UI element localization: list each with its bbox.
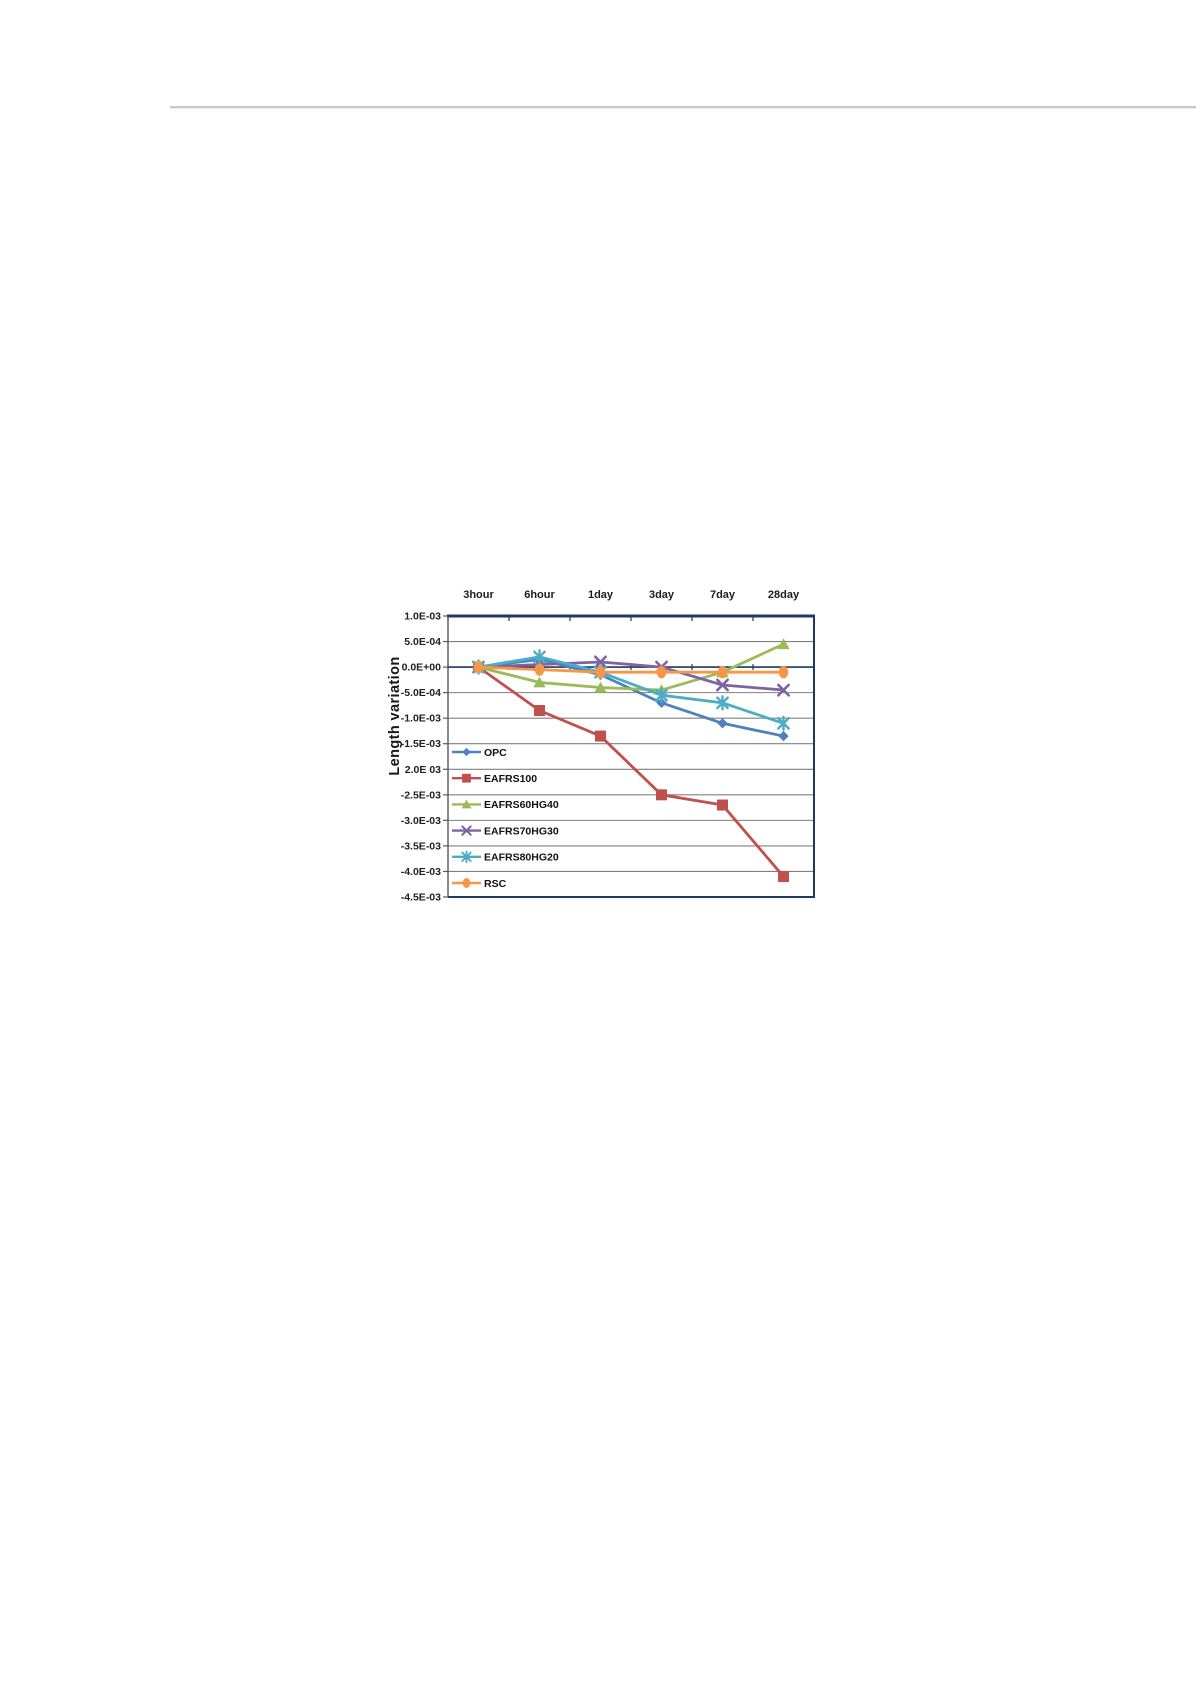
marker-star [655, 687, 668, 703]
marker-x [777, 683, 790, 697]
y-axis-tick-label: -4.0E-03 [401, 866, 441, 878]
series-line-eafrs60hg40 [478, 642, 785, 692]
y-axis-tick-label: 2.0E 03 [405, 764, 441, 776]
marker-circle [778, 666, 789, 679]
x-axis-label: 6hour [524, 589, 555, 601]
y-axis-tick-label: 5.0E-04 [404, 636, 441, 648]
marker-star [777, 715, 790, 731]
series-line-eafrs80hg20 [478, 655, 784, 725]
marker-diamond [462, 747, 471, 757]
marker-circle [656, 666, 667, 679]
series-line-rsc [478, 665, 784, 674]
marker-square [778, 871, 789, 883]
marker-x [461, 825, 472, 836]
x-axis-label: 3hour [463, 589, 494, 601]
marker-square [656, 789, 667, 801]
marker-square [534, 705, 545, 717]
marker-circle [462, 878, 471, 888]
y-axis-tick-label: -5.0E-04 [401, 687, 441, 699]
marker-triangle [777, 638, 790, 650]
legend-label-eafrs80hg20: EAFRS80HG20 [484, 852, 559, 864]
marker-star [716, 695, 729, 711]
x-axis-label: 7day [710, 589, 736, 601]
y-axis-tick-label: -1.5E-03 [401, 738, 441, 750]
series-line-eafrs100 [477, 665, 785, 878]
marker-square [462, 773, 471, 783]
y-axis-tick-label: -4.5E-03 [401, 892, 441, 904]
y-axis-tick-label: -3.0E-03 [401, 815, 441, 827]
legend-label-eafrs60hg40: EAFRS60HG40 [484, 799, 559, 811]
marker-circle [595, 666, 606, 679]
marker-diamond [717, 718, 728, 729]
marker-star [461, 850, 472, 863]
legend-label-eafrs100: EAFRS100 [484, 773, 537, 785]
y-axis-tick-label: -1.0E-03 [401, 713, 441, 725]
x-axis-label: 3day [649, 589, 675, 601]
legend-label-rsc: RSC [484, 878, 507, 890]
marker-star [533, 649, 546, 665]
marker-square [595, 730, 606, 742]
marker-x [594, 655, 607, 669]
y-axis-tick-label: -2.5E-03 [401, 789, 441, 801]
marker-square [717, 799, 728, 811]
x-axis-label: 28day [768, 589, 800, 601]
legend-label-eafrs70hg30: EAFRS70HG30 [484, 825, 559, 837]
marker-x [716, 678, 729, 692]
chart-plot: 1.0E-03 5.0E-04 0.0E+00 -5.0E-04 -1.0E-03 -1.… [401, 589, 815, 904]
marker-circle [473, 660, 484, 674]
series-line-eafrs70hg30 [478, 660, 784, 692]
marker-circle [717, 666, 728, 679]
marker-triangle [594, 681, 607, 693]
y-axis-title: Length variation [387, 656, 403, 776]
y-axis-tick-label: 0.0E+00 [402, 662, 442, 674]
header-rule [170, 106, 1196, 108]
marker-circle [534, 663, 545, 676]
y-axis-tick-label: -3.5E-03 [401, 840, 441, 852]
marker-triangle [461, 799, 472, 809]
legend-label-opc: OPC [484, 747, 507, 759]
x-axis-label: 1day [588, 589, 614, 601]
y-axis-tick-label: 1.0E-03 [404, 611, 441, 623]
marker-diamond [778, 730, 789, 742]
marker-triangle [533, 676, 546, 688]
